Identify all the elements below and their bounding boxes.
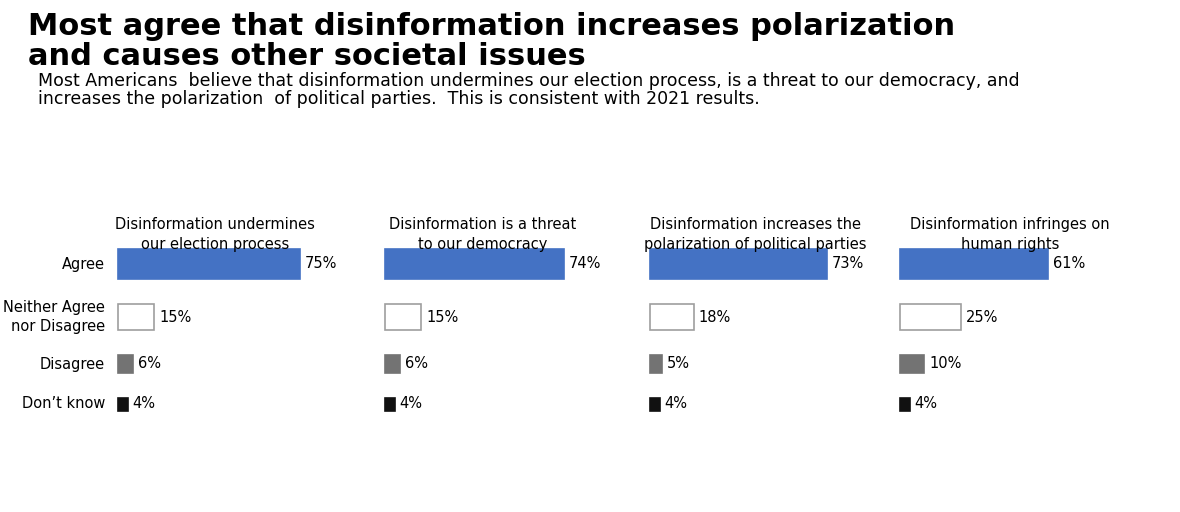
Bar — [385, 355, 400, 373]
Text: 75%: 75% — [304, 257, 336, 271]
Text: Most Americans  believe that disinformation undermines our election process, is : Most Americans believe that disinformati… — [38, 72, 1020, 90]
Bar — [118, 249, 300, 279]
Bar — [118, 355, 132, 373]
Text: 73%: 73% — [832, 257, 864, 271]
Text: Most agree that disinformation increases polarization: Most agree that disinformation increases… — [28, 12, 955, 41]
Text: 61%: 61% — [1053, 257, 1084, 271]
Text: 4%: 4% — [400, 396, 422, 412]
Bar — [385, 397, 394, 411]
Text: 15%: 15% — [159, 309, 191, 325]
Bar — [385, 304, 421, 330]
Text: Disinformation undermines
our election process: Disinformation undermines our election p… — [116, 217, 315, 252]
Text: Neither Agree
nor Disagree: Neither Agree nor Disagree — [4, 300, 105, 334]
Bar — [118, 304, 155, 330]
Bar — [900, 249, 1048, 279]
Text: 6%: 6% — [138, 356, 160, 372]
Text: Disinformation increases the
polarization of political parties: Disinformation increases the polarizatio… — [644, 217, 866, 252]
Text: 18%: 18% — [699, 309, 730, 325]
Text: and causes other societal issues: and causes other societal issues — [28, 42, 585, 71]
Text: Disinformation is a threat
to our democracy: Disinformation is a threat to our democr… — [389, 217, 577, 252]
Text: Disagree: Disagree — [40, 356, 105, 372]
Bar — [650, 249, 827, 279]
Text: Agree: Agree — [63, 257, 105, 271]
Bar — [650, 355, 662, 373]
Bar — [900, 397, 910, 411]
Text: 4%: 4% — [914, 396, 938, 412]
Text: Don’t know: Don’t know — [21, 396, 105, 412]
Bar — [900, 304, 961, 330]
Text: 74%: 74% — [569, 257, 602, 271]
Text: Disinformation infringes on
human rights: Disinformation infringes on human rights — [910, 217, 1110, 252]
Text: 4%: 4% — [664, 396, 688, 412]
Bar — [650, 397, 660, 411]
Text: 10%: 10% — [929, 356, 962, 372]
Text: 25%: 25% — [965, 309, 998, 325]
Bar — [385, 249, 564, 279]
Text: 4%: 4% — [132, 396, 156, 412]
Text: 5%: 5% — [667, 356, 690, 372]
Text: 15%: 15% — [426, 309, 459, 325]
Text: increases the polarization  of political parties.  This is consistent with 2021 : increases the polarization of political … — [38, 90, 760, 108]
Bar — [650, 304, 694, 330]
Bar — [118, 397, 127, 411]
Bar — [900, 355, 924, 373]
Text: 6%: 6% — [405, 356, 427, 372]
